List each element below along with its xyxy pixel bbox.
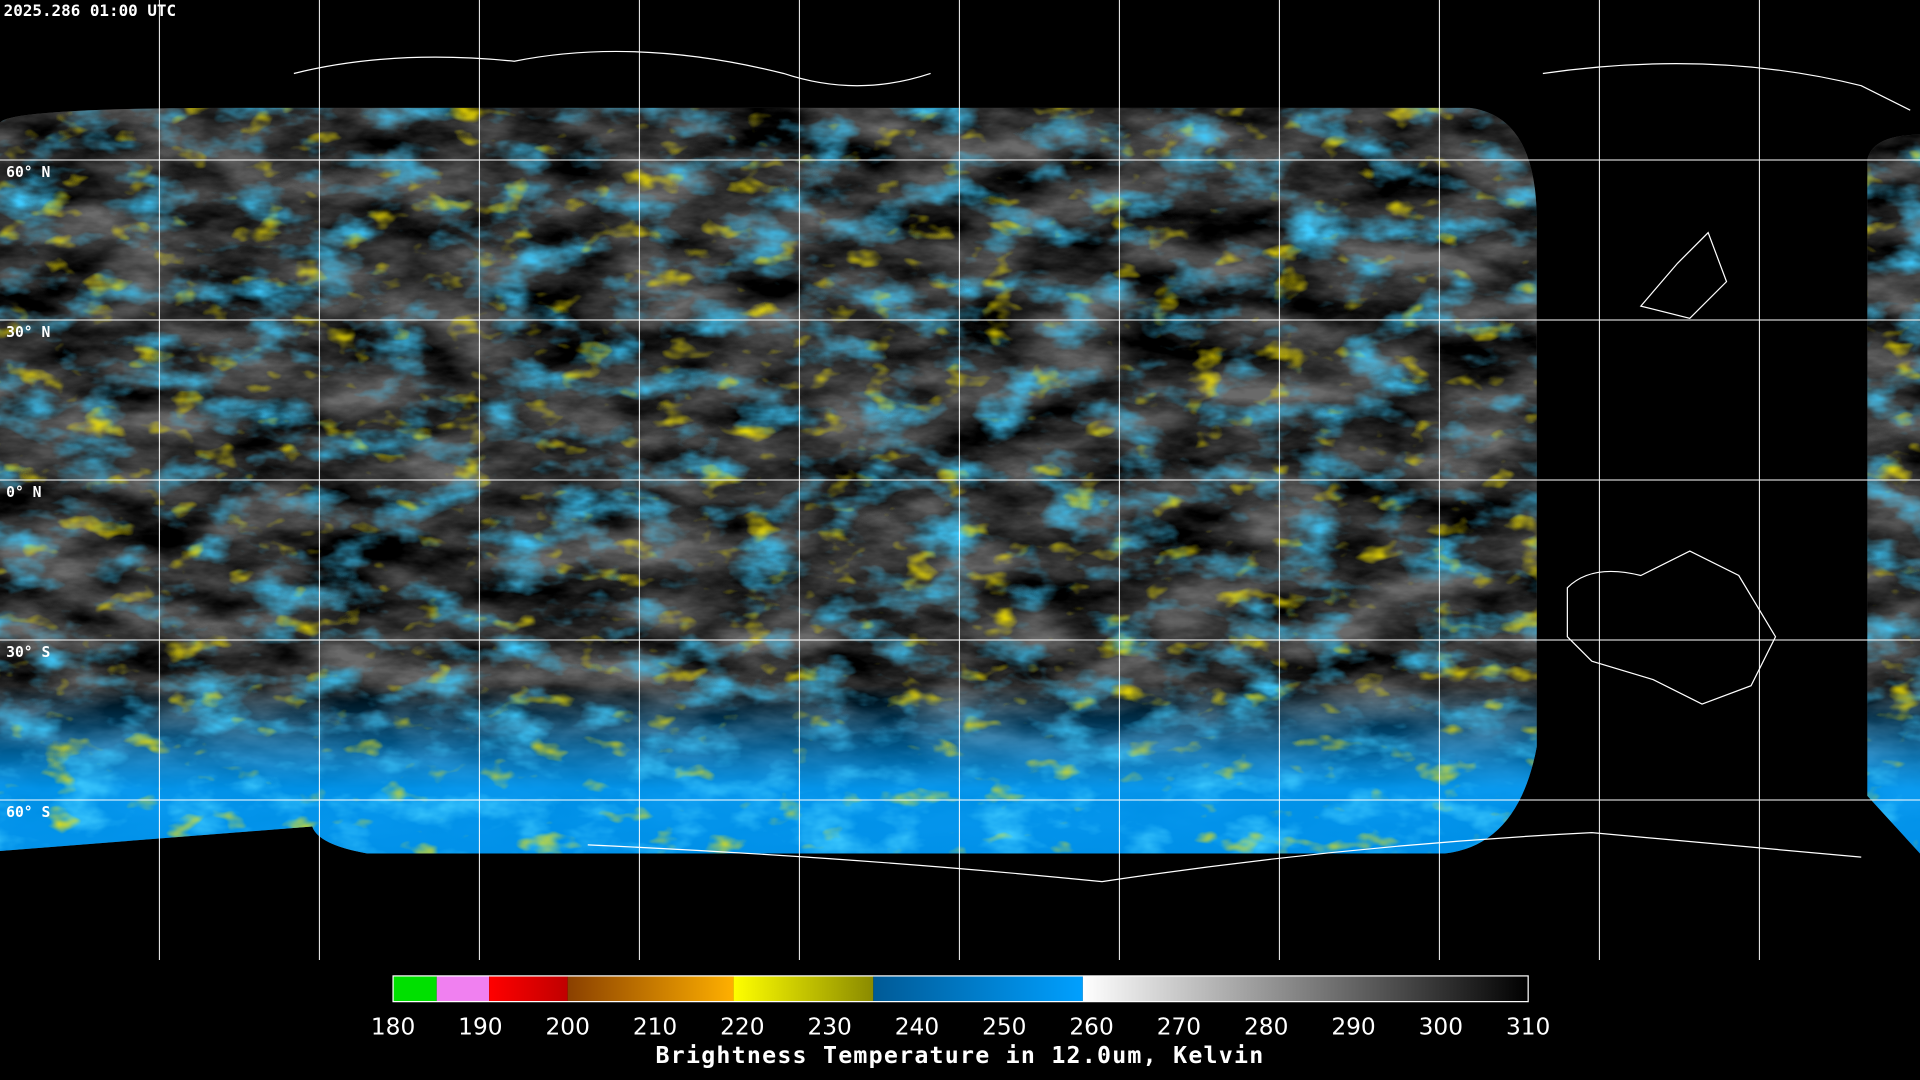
latitude-label: 30° N: [6, 324, 50, 341]
colorbar-tick-label: 280: [1244, 1014, 1288, 1041]
latitude-label: 60° N: [6, 164, 50, 181]
colorbar-segment: [436, 975, 490, 1002]
colorbar-tick-label: 180: [371, 1014, 415, 1041]
latitude-labels: 60° N 30° N 0° N 30° S 60° S: [6, 164, 50, 821]
colorbar-frame: [392, 975, 1529, 1003]
timestamp: 2025.286 01:00 UTC: [4, 1, 176, 20]
colorbar-tick-label: 230: [807, 1014, 851, 1041]
colorbar-tick-label: 250: [982, 1014, 1026, 1041]
colorbar-tick-label: 200: [545, 1014, 589, 1041]
latitude-label: 30° S: [6, 644, 50, 661]
latitude-label: 0° N: [6, 484, 41, 501]
colorbar-segment: [393, 975, 437, 1002]
colorbar-tick-label: 210: [633, 1014, 677, 1041]
colorbar-tick-label: 260: [1069, 1014, 1113, 1041]
colorbar-tick-label: 310: [1506, 1014, 1550, 1041]
graticule: [0, 0, 1920, 960]
colorbar-segment: [733, 975, 874, 1002]
colorbar: 180 190 200 210 220 230 240 250 260 270 280 290 300 3…: [371, 975, 1550, 1041]
colorbar-tick-label: 240: [895, 1014, 939, 1041]
colorbar-tick-label: 300: [1419, 1014, 1463, 1041]
colorbar-tick-label: 190: [458, 1014, 502, 1041]
latitude-label: 60° S: [6, 804, 50, 821]
colorbar-segment: [567, 975, 734, 1002]
colorbar-segment: [1082, 975, 1529, 1002]
colorbar-title: Brightness Temperature in 12.0um, Kelvin: [656, 1042, 1265, 1069]
colorbar-segment: [489, 975, 568, 1002]
colorbar-segment: [873, 975, 1083, 1002]
colorbar-tick-label: 270: [1157, 1014, 1201, 1041]
colorbar-tick-label: 220: [720, 1014, 764, 1041]
colorbar-tick-label: 290: [1331, 1014, 1375, 1041]
coastlines: [293, 50, 1911, 883]
